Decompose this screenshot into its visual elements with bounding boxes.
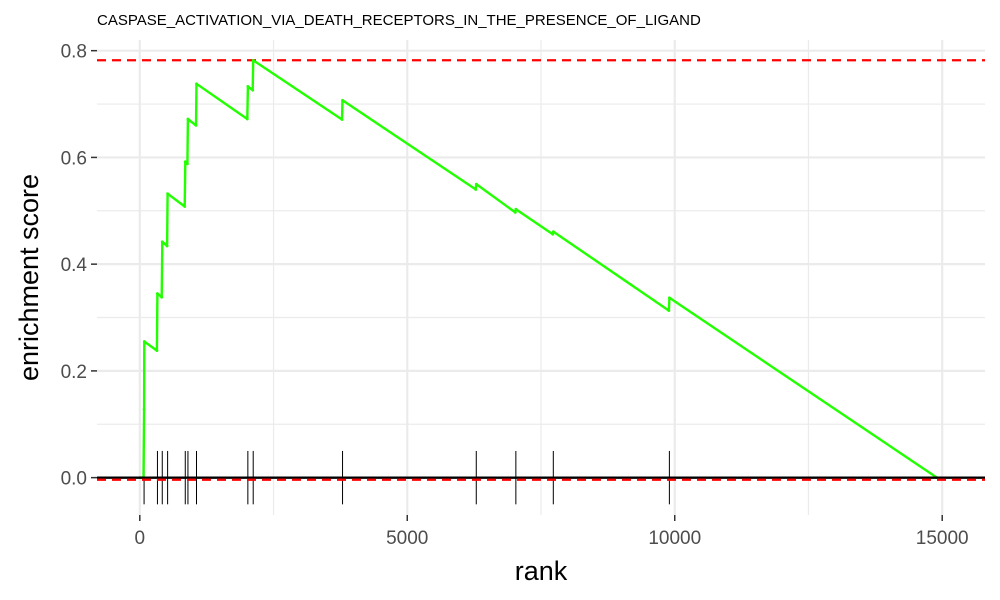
enrichment-score-line [139,59,938,479]
score-point [251,88,255,92]
y-tick-label: 0.0 [61,469,87,490]
score-point [246,85,250,88]
score-point [165,244,169,248]
y-tick-label: 0.6 [61,148,87,169]
y-axis-title: enrichment score [14,174,44,381]
score-point [186,117,190,121]
score-point [160,240,164,244]
x-tick-label: 5000 [386,528,428,549]
score-point [186,162,189,166]
score-point [160,295,164,299]
y-tick-label: 0.4 [61,255,88,276]
score-point [166,192,170,196]
x-tick-label: 15000 [916,528,969,549]
score-point [195,82,198,86]
score-point [514,207,518,211]
score-point [156,292,159,295]
score-point [667,309,671,312]
score-point [251,58,255,62]
score-point [183,160,187,164]
x-tick-label: 0 [135,528,146,549]
chart-title: CASPASE_ACTIVATION_VIA_DEATH_RECEPTORS_I… [97,12,701,29]
score-point [340,118,344,121]
score-point [183,205,187,208]
score-point [245,117,249,121]
y-tick-label: 0.8 [61,42,87,63]
y-tick-label: 0.2 [61,362,87,383]
score-point [474,182,478,186]
score-point [194,123,198,127]
score-point [551,232,555,236]
score-point [142,340,146,343]
score-point [142,407,146,411]
x-axis-title: rank [515,556,568,586]
score-point [474,188,478,191]
score-point [341,98,344,102]
score-point [513,210,517,214]
score-point [551,230,555,234]
score-point [667,296,671,300]
score-point [155,349,159,353]
x-tick-label: 10000 [648,528,701,549]
